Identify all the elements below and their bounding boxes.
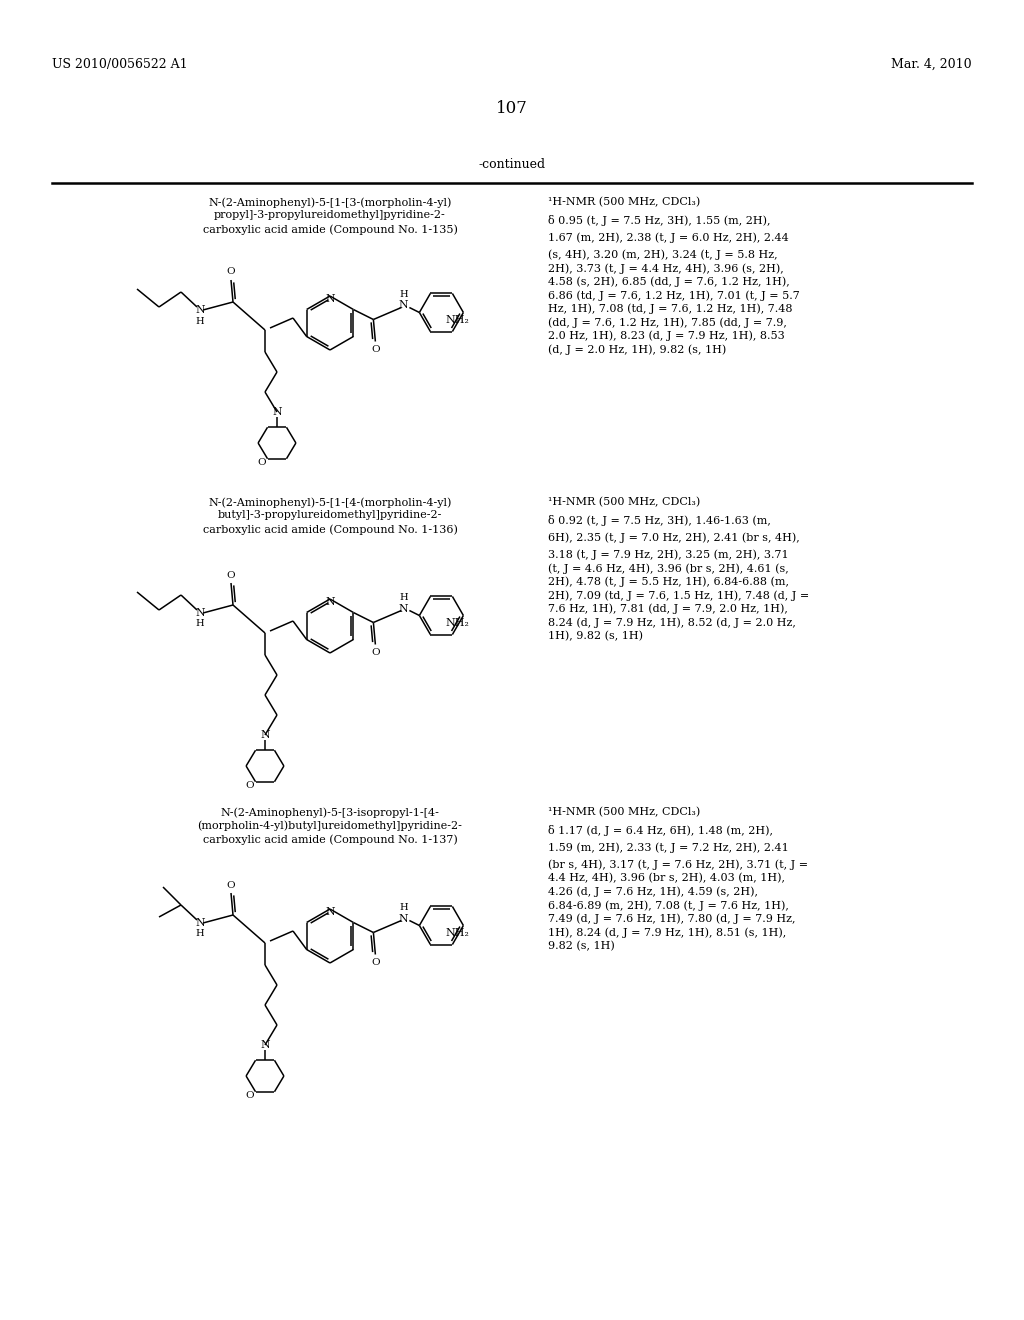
- Text: N-(2-Aminophenyl)-5-[1-[4-(morpholin-4-yl): N-(2-Aminophenyl)-5-[1-[4-(morpholin-4-y…: [208, 498, 452, 508]
- Text: H: H: [399, 903, 408, 912]
- Text: H: H: [399, 290, 408, 300]
- Text: 2H), 3.73 (t, J = 4.4 Hz, 4H), 3.96 (s, 2H),: 2H), 3.73 (t, J = 4.4 Hz, 4H), 3.96 (s, …: [548, 263, 783, 273]
- Text: N: N: [326, 294, 335, 304]
- Text: NH₂: NH₂: [445, 928, 469, 937]
- Text: N: N: [398, 913, 409, 924]
- Text: 2H), 7.09 (td, J = 7.6, 1.5 Hz, 1H), 7.48 (d, J =: 2H), 7.09 (td, J = 7.6, 1.5 Hz, 1H), 7.4…: [548, 590, 809, 601]
- Text: propyl]-3-propylureidomethyl]pyridine-2-: propyl]-3-propylureidomethyl]pyridine-2-: [214, 210, 445, 220]
- Text: O: O: [226, 570, 236, 579]
- Text: 4.26 (d, J = 7.6 Hz, 1H), 4.59 (s, 2H),: 4.26 (d, J = 7.6 Hz, 1H), 4.59 (s, 2H),: [548, 887, 758, 898]
- Text: (morpholin-4-yl)butyl]ureidomethyl]pyridine-2-: (morpholin-4-yl)butyl]ureidomethyl]pyrid…: [198, 821, 463, 832]
- Text: 2H), 4.78 (t, J = 5.5 Hz, 1H), 6.84-6.88 (m,: 2H), 4.78 (t, J = 5.5 Hz, 1H), 6.84-6.88…: [548, 577, 790, 587]
- Text: ¹H-NMR (500 MHz, CDCl₃): ¹H-NMR (500 MHz, CDCl₃): [548, 498, 700, 507]
- Text: O: O: [226, 268, 236, 276]
- Text: N: N: [196, 305, 205, 315]
- Text: O: O: [245, 781, 254, 791]
- Text: H: H: [399, 593, 408, 602]
- Text: 107: 107: [496, 100, 528, 117]
- Text: carboxylic acid amide (Compound No. 1-137): carboxylic acid amide (Compound No. 1-13…: [203, 834, 458, 845]
- Text: Hz, 1H), 7.08 (td, J = 7.6, 1.2 Hz, 1H), 7.48: Hz, 1H), 7.08 (td, J = 7.6, 1.2 Hz, 1H),…: [548, 304, 793, 314]
- Text: H: H: [196, 317, 205, 326]
- Text: 1.67 (m, 2H), 2.38 (t, J = 6.0 Hz, 2H), 2.44: 1.67 (m, 2H), 2.38 (t, J = 6.0 Hz, 2H), …: [548, 232, 788, 243]
- Text: O: O: [371, 345, 380, 354]
- Text: H: H: [196, 929, 205, 939]
- Text: carboxylic acid amide (Compound No. 1-135): carboxylic acid amide (Compound No. 1-13…: [203, 224, 458, 235]
- Text: ¹H-NMR (500 MHz, CDCl₃): ¹H-NMR (500 MHz, CDCl₃): [548, 197, 700, 207]
- Text: (dd, J = 7.6, 1.2 Hz, 1H), 7.85 (dd, J = 7.9,: (dd, J = 7.6, 1.2 Hz, 1H), 7.85 (dd, J =…: [548, 317, 786, 327]
- Text: ¹H-NMR (500 MHz, CDCl₃): ¹H-NMR (500 MHz, CDCl₃): [548, 807, 700, 817]
- Text: 1H), 9.82 (s, 1H): 1H), 9.82 (s, 1H): [548, 631, 643, 640]
- Text: 9.82 (s, 1H): 9.82 (s, 1H): [548, 940, 614, 950]
- Text: 6.86 (td, J = 7.6, 1.2 Hz, 1H), 7.01 (t, J = 5.7: 6.86 (td, J = 7.6, 1.2 Hz, 1H), 7.01 (t,…: [548, 290, 800, 301]
- Text: -continued: -continued: [478, 158, 546, 172]
- Text: 8.24 (d, J = 7.9 Hz, 1H), 8.52 (d, J = 2.0 Hz,: 8.24 (d, J = 7.9 Hz, 1H), 8.52 (d, J = 2…: [548, 616, 796, 627]
- Text: Mar. 4, 2010: Mar. 4, 2010: [891, 58, 972, 71]
- Text: O: O: [245, 1092, 254, 1101]
- Text: (br s, 4H), 3.17 (t, J = 7.6 Hz, 2H), 3.71 (t, J =: (br s, 4H), 3.17 (t, J = 7.6 Hz, 2H), 3.…: [548, 859, 808, 870]
- Text: O: O: [371, 958, 380, 968]
- Text: O: O: [257, 458, 266, 467]
- Text: N: N: [326, 597, 335, 607]
- Text: NH₂: NH₂: [445, 314, 469, 325]
- Text: 6.84-6.89 (m, 2H), 7.08 (t, J = 7.6 Hz, 1H),: 6.84-6.89 (m, 2H), 7.08 (t, J = 7.6 Hz, …: [548, 900, 788, 911]
- Text: butyl]-3-propylureidomethyl]pyridine-2-: butyl]-3-propylureidomethyl]pyridine-2-: [218, 511, 442, 520]
- Text: 1.59 (m, 2H), 2.33 (t, J = 7.2 Hz, 2H), 2.41: 1.59 (m, 2H), 2.33 (t, J = 7.2 Hz, 2H), …: [548, 842, 788, 853]
- Text: 4.4 Hz, 4H), 3.96 (br s, 2H), 4.03 (m, 1H),: 4.4 Hz, 4H), 3.96 (br s, 2H), 4.03 (m, 1…: [548, 873, 785, 883]
- Text: (t, J = 4.6 Hz, 4H), 3.96 (br s, 2H), 4.61 (s,: (t, J = 4.6 Hz, 4H), 3.96 (br s, 2H), 4.…: [548, 564, 788, 574]
- Text: US 2010/0056522 A1: US 2010/0056522 A1: [52, 58, 187, 71]
- Text: δ 0.95 (t, J = 7.5 Hz, 3H), 1.55 (m, 2H),: δ 0.95 (t, J = 7.5 Hz, 3H), 1.55 (m, 2H)…: [548, 214, 770, 226]
- Text: N: N: [326, 907, 335, 917]
- Text: 3.18 (t, J = 7.9 Hz, 2H), 3.25 (m, 2H), 3.71: 3.18 (t, J = 7.9 Hz, 2H), 3.25 (m, 2H), …: [548, 549, 788, 560]
- Text: N-(2-Aminophenyl)-5-[3-isopropyl-1-[4-: N-(2-Aminophenyl)-5-[3-isopropyl-1-[4-: [220, 807, 439, 817]
- Text: (d, J = 2.0 Hz, 1H), 9.82 (s, 1H): (d, J = 2.0 Hz, 1H), 9.82 (s, 1H): [548, 345, 726, 355]
- Text: 7.6 Hz, 1H), 7.81 (dd, J = 7.9, 2.0 Hz, 1H),: 7.6 Hz, 1H), 7.81 (dd, J = 7.9, 2.0 Hz, …: [548, 603, 787, 614]
- Text: 7.49 (d, J = 7.6 Hz, 1H), 7.80 (d, J = 7.9 Hz,: 7.49 (d, J = 7.6 Hz, 1H), 7.80 (d, J = 7…: [548, 913, 796, 924]
- Text: N: N: [260, 730, 269, 741]
- Text: N: N: [196, 609, 205, 618]
- Text: N: N: [196, 917, 205, 928]
- Text: N: N: [398, 301, 409, 310]
- Text: 4.58 (s, 2H), 6.85 (dd, J = 7.6, 1.2 Hz, 1H),: 4.58 (s, 2H), 6.85 (dd, J = 7.6, 1.2 Hz,…: [548, 276, 790, 286]
- Text: N: N: [272, 407, 282, 417]
- Text: N-(2-Aminophenyl)-5-[1-[3-(morpholin-4-yl): N-(2-Aminophenyl)-5-[1-[3-(morpholin-4-y…: [208, 197, 452, 207]
- Text: 2.0 Hz, 1H), 8.23 (d, J = 7.9 Hz, 1H), 8.53: 2.0 Hz, 1H), 8.23 (d, J = 7.9 Hz, 1H), 8…: [548, 330, 784, 341]
- Text: O: O: [371, 648, 380, 657]
- Text: N: N: [260, 1040, 269, 1049]
- Text: carboxylic acid amide (Compound No. 1-136): carboxylic acid amide (Compound No. 1-13…: [203, 524, 458, 535]
- Text: NH₂: NH₂: [445, 618, 469, 627]
- Text: H: H: [196, 619, 205, 628]
- Text: (s, 4H), 3.20 (m, 2H), 3.24 (t, J = 5.8 Hz,: (s, 4H), 3.20 (m, 2H), 3.24 (t, J = 5.8 …: [548, 249, 777, 260]
- Text: N: N: [398, 603, 409, 614]
- Text: 6H), 2.35 (t, J = 7.0 Hz, 2H), 2.41 (br s, 4H),: 6H), 2.35 (t, J = 7.0 Hz, 2H), 2.41 (br …: [548, 532, 800, 543]
- Text: O: O: [226, 880, 236, 890]
- Text: 1H), 8.24 (d, J = 7.9 Hz, 1H), 8.51 (s, 1H),: 1H), 8.24 (d, J = 7.9 Hz, 1H), 8.51 (s, …: [548, 927, 786, 937]
- Text: δ 1.17 (d, J = 6.4 Hz, 6H), 1.48 (m, 2H),: δ 1.17 (d, J = 6.4 Hz, 6H), 1.48 (m, 2H)…: [548, 825, 773, 836]
- Text: δ 0.92 (t, J = 7.5 Hz, 3H), 1.46-1.63 (m,: δ 0.92 (t, J = 7.5 Hz, 3H), 1.46-1.63 (m…: [548, 515, 771, 525]
